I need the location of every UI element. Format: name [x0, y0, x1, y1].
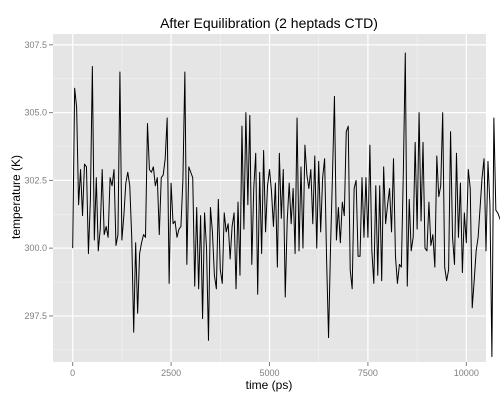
y-tick-label: 307.5: [24, 40, 47, 50]
x-tick-label: 2500: [161, 368, 181, 378]
temperature-series-line: [72, 52, 500, 358]
x-axis-ticks: 0 2500 5000 7500 10000: [70, 362, 479, 378]
x-axis-title: time (ps): [246, 378, 293, 392]
y-axis-ticks: 297.5 300.0 302.5 305.0 307.5: [24, 40, 53, 321]
x-tick-label: 0: [70, 368, 75, 378]
x-tick-label: 5000: [259, 368, 279, 378]
x-tick-label: 7500: [358, 368, 378, 378]
y-tick-label: 300.0: [24, 243, 47, 253]
y-tick-label: 305.0: [24, 108, 47, 118]
y-axis-title: temperature (K): [9, 155, 23, 239]
chart-title: After Equilibration (2 heptads CTD): [160, 15, 378, 31]
y-tick-label: 297.5: [24, 311, 47, 321]
y-tick-label: 302.5: [24, 175, 47, 185]
x-tick-label: 10000: [454, 368, 479, 378]
